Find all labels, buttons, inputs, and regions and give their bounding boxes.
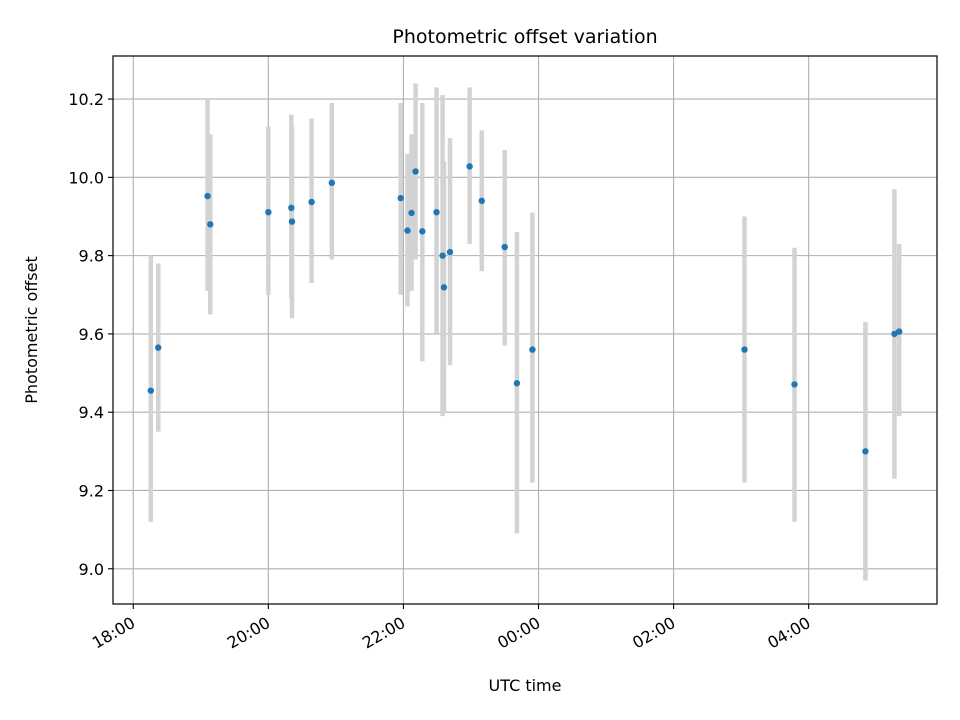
- data-point: [408, 209, 415, 217]
- data-point: [207, 221, 214, 228]
- data-point: [308, 198, 315, 206]
- x-axis-title: UTC time: [489, 676, 562, 695]
- data-point: [791, 381, 798, 388]
- y-axis-title: Photometric offset: [22, 256, 41, 404]
- data-point: [891, 330, 898, 338]
- data-point: [147, 387, 155, 394]
- data-point: [412, 168, 419, 175]
- data-point: [155, 344, 162, 351]
- data-point: [895, 328, 903, 335]
- data-point: [529, 346, 536, 353]
- y-tick-label: 9.8: [79, 247, 104, 266]
- data-point: [204, 192, 211, 200]
- data-point: [446, 248, 454, 256]
- y-tick-label: 9.4: [79, 403, 104, 422]
- y-tick-label: 9.2: [79, 481, 104, 500]
- data-point: [862, 448, 869, 455]
- y-tick-label: 10.2: [68, 90, 104, 109]
- data-point: [288, 218, 296, 225]
- data-point: [501, 243, 508, 251]
- data-point: [513, 380, 521, 387]
- data-point: [419, 228, 426, 235]
- axes-frame: [112, 55, 938, 605]
- data-point: [433, 208, 440, 216]
- data-point: [328, 179, 336, 187]
- chart-title: Photometric offset variation: [392, 26, 657, 48]
- grid-layer: [113, 56, 937, 604]
- data-point: [404, 227, 411, 234]
- y-tick-label: 10.0: [68, 168, 104, 187]
- y-axis: 9.0 9.2 9.4 9.6 9.8 10.0 10.2: [68, 90, 113, 579]
- y-tick-label: 9.0: [79, 560, 104, 579]
- data-point: [466, 163, 473, 170]
- point-layer: [147, 163, 903, 455]
- data-point: [397, 194, 404, 202]
- data-point: [478, 197, 485, 205]
- data-point: [288, 204, 295, 212]
- y-tick-label: 9.6: [79, 325, 104, 344]
- data-point: [440, 284, 448, 291]
- data-point: [741, 346, 748, 353]
- data-point: [265, 208, 272, 216]
- data-point: [439, 252, 446, 259]
